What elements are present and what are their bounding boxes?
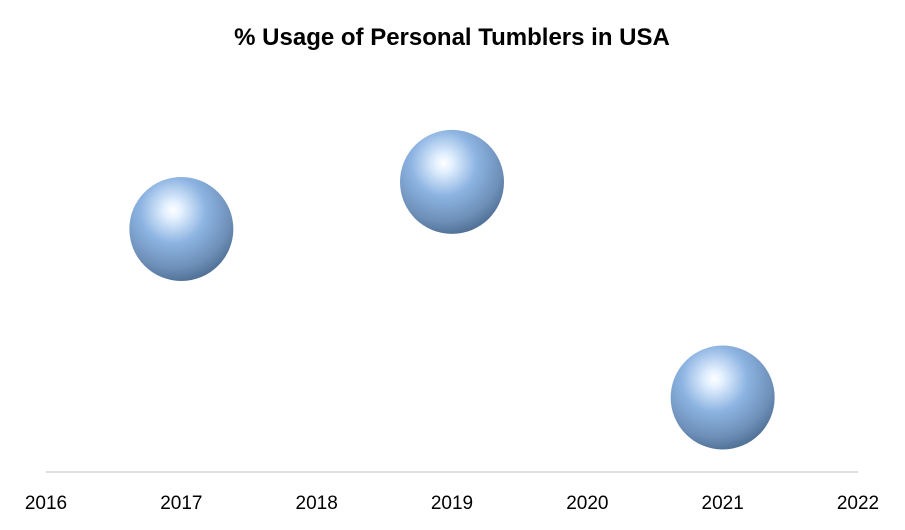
x-tick-label: 2016 [25, 493, 67, 514]
data-point-bubble [129, 176, 234, 281]
data-point-bubble [400, 129, 504, 234]
x-tick-label: 2021 [702, 493, 744, 514]
x-tick-label: 2019 [431, 493, 473, 514]
chart-title: % Usage of Personal Tumblers in USA [234, 24, 670, 51]
x-tick-label: 2017 [160, 493, 202, 514]
x-tick-labels: 2016 2017 2018 2019 2020 2021 2022 [25, 493, 879, 514]
x-tick-label: 2022 [837, 493, 879, 514]
data-points [129, 129, 775, 450]
x-tick-label: 2020 [566, 493, 608, 514]
x-tick-label: 2018 [296, 493, 338, 514]
data-point-bubble [670, 345, 775, 450]
